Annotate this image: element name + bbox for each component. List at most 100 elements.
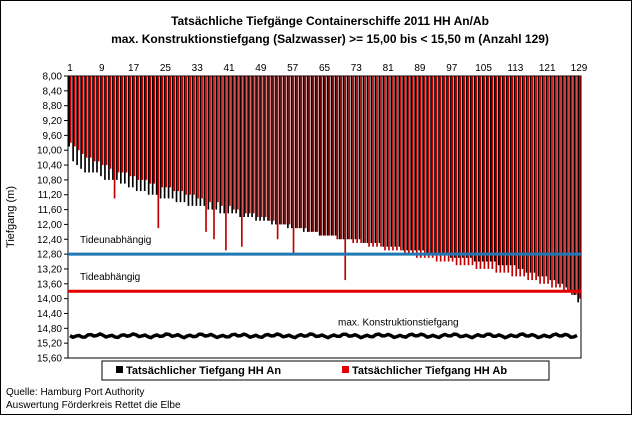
bar-an (565, 76, 568, 288)
bar-ab (571, 76, 573, 295)
bar-an (302, 76, 305, 232)
bar-an (223, 76, 226, 214)
x-tick-label: 41 (223, 63, 235, 74)
bar-an (231, 76, 234, 214)
bar-an (135, 76, 138, 192)
bar-ab (547, 76, 549, 284)
bar-ab (133, 76, 136, 177)
bar-ab (447, 76, 450, 262)
bar-ab (300, 76, 303, 229)
bar-ab (531, 76, 533, 281)
bar-ab (177, 76, 180, 192)
bar-an (422, 76, 424, 251)
bar-ab (205, 76, 207, 232)
bar-ab (411, 76, 414, 255)
bar-an (438, 76, 440, 255)
source-line-2: Auswertung Förderkreis Rettet die Elbe (6, 400, 181, 411)
bar-ab (229, 76, 231, 206)
bar-ab (113, 76, 116, 199)
bar-an (442, 76, 444, 255)
bar-ab (427, 76, 430, 258)
bar-ab (304, 76, 307, 229)
bar-ab (157, 76, 160, 229)
legend-swatch (116, 366, 123, 373)
bar-ab (511, 76, 514, 277)
bar-ab (507, 76, 510, 273)
bar-ab (423, 76, 426, 258)
bar-ab (240, 76, 243, 247)
bar-an (330, 76, 333, 236)
bar-an (294, 76, 297, 229)
bar-an (557, 76, 560, 284)
bar-ab (169, 76, 172, 188)
bar-an (342, 76, 345, 240)
bar-an (310, 76, 313, 232)
bar-an (318, 76, 321, 236)
bar-an (541, 76, 544, 277)
bar-an (84, 76, 86, 173)
bar-an (446, 76, 448, 255)
bar-ab (332, 76, 335, 236)
x-tick-label: 121 (539, 63, 556, 74)
bar-an (573, 76, 576, 295)
bar-an (112, 76, 114, 180)
bar-ab (483, 76, 486, 269)
bar-ab (185, 76, 187, 195)
bar-ab (296, 76, 299, 229)
y-tick-label: 14,80 (37, 324, 62, 335)
bar-an (513, 76, 516, 266)
bar-ab (276, 76, 279, 240)
bar-ab (149, 76, 152, 184)
bar-ab (419, 76, 422, 258)
bar-an (386, 76, 389, 247)
bar-ab (439, 76, 442, 262)
bar-an (139, 76, 142, 192)
y-tick-label: 13,60 (37, 279, 62, 290)
bar-an (497, 76, 500, 266)
bar-ab (328, 76, 331, 236)
bar-ab (221, 76, 223, 206)
bar-an (131, 76, 134, 188)
bar-an (338, 76, 341, 240)
bar-an (271, 76, 273, 225)
x-tick-label: 49 (255, 63, 267, 74)
bar-ab (467, 76, 470, 266)
y-tick-label: 11,20 (38, 190, 63, 201)
bar-an (92, 76, 94, 173)
bar-ab (280, 76, 283, 225)
bar-an (549, 76, 552, 281)
y-tick-label: 13,20 (37, 264, 62, 275)
bar-ab (499, 76, 502, 273)
bar-ab (348, 76, 351, 240)
series-ab-bars (69, 76, 581, 299)
y-tick-label: 10,80 (37, 175, 62, 186)
bar-ab (256, 76, 259, 217)
x-tick-label: 89 (414, 63, 426, 74)
bar-ab (201, 76, 203, 199)
y-tick-label: 15,20 (37, 339, 62, 350)
bar-an (76, 76, 78, 166)
bar-an (120, 76, 122, 184)
bar-ab (431, 76, 434, 258)
x-tick-label: 129 (571, 63, 588, 74)
bar-ab (237, 76, 239, 210)
bar-an (104, 76, 106, 180)
label-background (76, 232, 166, 247)
bar-ab (400, 76, 402, 251)
label-max-konstruktionstiefgang: max. Konstruktionstiefgang (338, 318, 459, 329)
bar-an (493, 76, 496, 262)
bar-an (155, 76, 158, 195)
bar-ab (105, 76, 108, 166)
bar-an (414, 76, 416, 251)
bar-ab (193, 76, 195, 195)
bar-an (259, 76, 261, 221)
bar-an (306, 76, 309, 232)
bar-ab (392, 76, 394, 251)
bar-an (509, 76, 512, 266)
x-tick-label: 9 (99, 63, 105, 74)
bar-ab (264, 76, 267, 217)
bar-ab (340, 76, 343, 240)
bar-ab (97, 76, 100, 162)
bar-an (533, 76, 536, 273)
bar-ab (515, 76, 518, 277)
